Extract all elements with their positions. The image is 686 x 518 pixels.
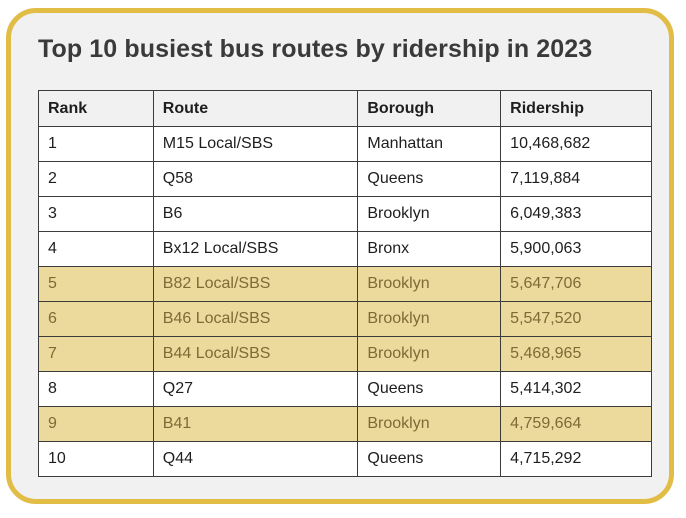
- table-row: 6 B46 Local/SBS Brooklyn 5,547,520: [38, 301, 652, 337]
- cell-borough: Brooklyn: [357, 406, 502, 442]
- header-route: Route: [152, 90, 359, 127]
- cell-borough: Manhattan: [357, 126, 502, 162]
- cell-rank: 10: [38, 441, 154, 477]
- cell-borough: Queens: [357, 441, 502, 477]
- cell-ridership: 5,647,706: [500, 266, 652, 302]
- cell-rank: 8: [38, 371, 154, 407]
- cell-borough: Queens: [357, 161, 502, 197]
- cell-ridership: 10,468,682: [500, 126, 652, 162]
- page-title: Top 10 busiest bus routes by ridership i…: [38, 35, 593, 63]
- table-row: 1 M15 Local/SBS Manhattan 10,468,682: [38, 126, 652, 162]
- cell-ridership: 5,900,063: [500, 231, 652, 267]
- table-card: Top 10 busiest bus routes by ridership i…: [6, 8, 674, 504]
- cell-ridership: 5,468,965: [500, 336, 652, 372]
- cell-ridership: 6,049,383: [500, 196, 652, 232]
- cell-route: Q44: [152, 441, 359, 477]
- cell-ridership: 5,547,520: [500, 301, 652, 337]
- cell-ridership: 4,759,664: [500, 406, 652, 442]
- cell-route: B6: [152, 196, 359, 232]
- table-row: 8 Q27 Queens 5,414,302: [38, 371, 652, 407]
- cell-rank: 7: [38, 336, 154, 372]
- cell-ridership: 4,715,292: [500, 441, 652, 477]
- table-row: 10 Q44 Queens 4,715,292: [38, 441, 652, 477]
- table-row: 7 B44 Local/SBS Brooklyn 5,468,965: [38, 336, 652, 372]
- cell-route: M15 Local/SBS: [152, 126, 359, 162]
- cell-rank: 5: [38, 266, 154, 302]
- table-row: 2 Q58 Queens 7,119,884: [38, 161, 652, 197]
- header-borough: Borough: [357, 90, 502, 127]
- cell-rank: 9: [38, 406, 154, 442]
- cell-route: B82 Local/SBS: [152, 266, 359, 302]
- cell-ridership: 5,414,302: [500, 371, 652, 407]
- cell-route: B44 Local/SBS: [152, 336, 359, 372]
- cell-route: Q58: [152, 161, 359, 197]
- cell-borough: Queens: [357, 371, 502, 407]
- table-row: 4 Bx12 Local/SBS Bronx 5,900,063: [38, 231, 652, 267]
- header-ridership: Ridership: [500, 90, 652, 127]
- cell-borough: Bronx: [357, 231, 502, 267]
- cell-borough: Brooklyn: [357, 196, 502, 232]
- cell-rank: 3: [38, 196, 154, 232]
- cell-route: Q27: [152, 371, 359, 407]
- cell-borough: Brooklyn: [357, 301, 502, 337]
- cell-rank: 1: [38, 126, 154, 162]
- cell-route: B41: [152, 406, 359, 442]
- ridership-table: Rank Route Borough Ridership 1 M15 Local/…: [38, 90, 652, 477]
- cell-route: B46 Local/SBS: [152, 301, 359, 337]
- cell-borough: Brooklyn: [357, 266, 502, 302]
- cell-borough: Brooklyn: [357, 336, 502, 372]
- table-row: 5 B82 Local/SBS Brooklyn 5,647,706: [38, 266, 652, 302]
- cell-route: Bx12 Local/SBS: [152, 231, 359, 267]
- header-rank: Rank: [38, 90, 154, 127]
- table-row: 9 B41 Brooklyn 4,759,664: [38, 406, 652, 442]
- table-row: 3 B6 Brooklyn 6,049,383: [38, 196, 652, 232]
- table-header-row: Rank Route Borough Ridership: [38, 90, 652, 127]
- cell-rank: 4: [38, 231, 154, 267]
- cell-ridership: 7,119,884: [500, 161, 652, 197]
- cell-rank: 6: [38, 301, 154, 337]
- table-body: 1 M15 Local/SBS Manhattan 10,468,682 2 Q58 Que…: [38, 126, 652, 477]
- cell-rank: 2: [38, 161, 154, 197]
